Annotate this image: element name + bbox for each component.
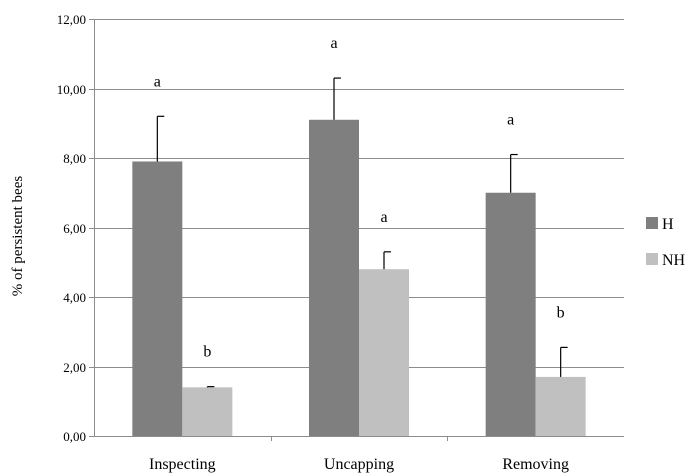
bar xyxy=(359,269,409,436)
y-tick-label: 8,00 xyxy=(63,151,86,166)
bar xyxy=(182,387,233,436)
y-tick-label: 0,00 xyxy=(63,429,86,444)
category-labels: Inspecting Uncapping Removing xyxy=(149,456,569,473)
significance-labels: a b a a a b xyxy=(154,35,565,361)
axes xyxy=(89,19,624,441)
bar xyxy=(132,161,183,436)
legend-swatch xyxy=(646,217,658,229)
significance-label: b xyxy=(557,304,565,321)
legend-swatch xyxy=(646,253,658,265)
significance-label: b xyxy=(203,344,211,361)
y-tick-label: 4,00 xyxy=(63,290,86,305)
bar xyxy=(535,376,586,436)
legend: H NH xyxy=(646,216,686,269)
y-axis-label: % of persistent bees xyxy=(10,176,26,297)
bar xyxy=(309,119,359,437)
significance-label: a xyxy=(330,35,337,52)
error-bars xyxy=(156,77,568,388)
significance-label: a xyxy=(154,73,161,90)
category-label: Removing xyxy=(502,456,569,473)
y-tick-label: 10,00 xyxy=(57,82,86,97)
bar xyxy=(485,192,536,436)
category-label: Uncapping xyxy=(324,456,394,473)
significance-label: a xyxy=(507,112,514,129)
legend-label: H xyxy=(662,216,674,233)
y-tick-label: 2,00 xyxy=(63,360,86,375)
category-label: Inspecting xyxy=(149,456,216,473)
legend-label: NH xyxy=(662,252,686,269)
bars xyxy=(132,119,586,437)
y-tick-labels: 0,00 2,00 4,00 6,00 8,00 10,00 12,00 xyxy=(57,12,86,444)
significance-label: a xyxy=(380,209,387,226)
y-tick-label: 12,00 xyxy=(57,12,86,27)
y-tick-label: 6,00 xyxy=(63,221,86,236)
